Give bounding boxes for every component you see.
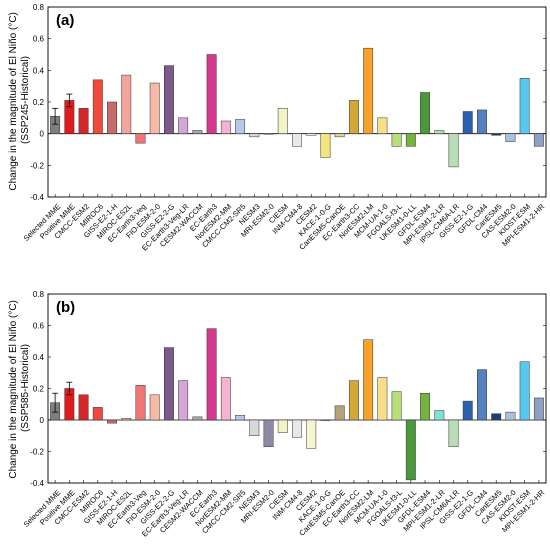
y-tick-label: -0.2 <box>30 448 44 457</box>
bar <box>348 100 359 134</box>
bar <box>434 130 445 134</box>
bar <box>306 133 317 136</box>
y-axis-title-line2: (SSP585-Historical) <box>20 344 31 432</box>
bar <box>391 391 402 421</box>
bar <box>78 108 89 134</box>
bar <box>434 410 445 421</box>
bar <box>206 328 217 421</box>
bar <box>477 109 487 134</box>
bar <box>491 413 502 421</box>
bar <box>292 419 302 438</box>
bar <box>377 377 388 421</box>
bar <box>249 133 260 138</box>
bar <box>320 133 331 158</box>
bar <box>163 65 174 134</box>
bar <box>420 392 431 421</box>
bar <box>533 397 544 421</box>
bar <box>477 369 487 421</box>
bar <box>519 361 530 421</box>
bar <box>462 111 473 134</box>
bar <box>249 419 260 436</box>
bar <box>292 133 302 147</box>
bar <box>149 82 160 134</box>
bar <box>334 405 345 421</box>
bar <box>363 47 374 134</box>
bar <box>391 133 402 147</box>
bar <box>163 347 174 421</box>
bar <box>178 117 189 134</box>
bar <box>107 101 117 134</box>
bar <box>505 411 516 421</box>
bar <box>320 419 331 421</box>
y-tick-label: -0.4 <box>30 479 44 488</box>
bar <box>519 78 530 134</box>
y-tick-label: -0.2 <box>30 161 44 170</box>
panel-label: (b) <box>56 299 75 316</box>
y-axis-title-line1: Change in the magnitude of El Niño (°C) <box>8 12 19 191</box>
bar <box>121 74 132 134</box>
y-axis-title-line1: Change in the magnitude of El Niño (°C) <box>8 300 19 479</box>
bar <box>277 108 288 134</box>
bar <box>92 407 103 421</box>
bar <box>220 120 231 134</box>
y-tick-label: 0.8 <box>33 3 45 12</box>
plot-frame <box>47 293 547 484</box>
y-tick-label: 0 <box>40 416 45 425</box>
bar <box>533 133 544 147</box>
bar <box>377 117 388 134</box>
y-tick-label: 0.2 <box>33 385 45 394</box>
bar <box>135 133 146 144</box>
bar <box>505 133 516 142</box>
bar <box>192 416 203 421</box>
bar <box>277 419 288 433</box>
y-tick-label: 0.4 <box>33 353 45 362</box>
bar <box>334 133 345 138</box>
y-axis-title-panel-a: Change in the magnitude of El Niño (°C) … <box>8 9 31 190</box>
bar <box>462 400 473 421</box>
bar <box>348 380 359 421</box>
y-tick-label: 0 <box>40 130 45 139</box>
bar <box>178 380 189 421</box>
y-tick-label: 0.4 <box>33 66 45 75</box>
bar <box>135 385 146 421</box>
y-tick-label: -0.4 <box>30 193 44 202</box>
bar <box>107 419 117 424</box>
bar <box>448 133 459 168</box>
y-axis-title-line2: (SSP245-Historical) <box>20 56 31 144</box>
bar <box>405 133 416 147</box>
bar <box>363 339 374 421</box>
bar <box>405 419 416 481</box>
bar <box>448 419 459 448</box>
bar <box>220 377 231 421</box>
bar <box>235 415 246 421</box>
bar <box>420 92 431 134</box>
bar <box>92 79 103 134</box>
bar <box>206 54 217 134</box>
y-tick-label: 0.6 <box>33 322 45 331</box>
bar <box>121 418 132 421</box>
bar <box>192 130 203 134</box>
bar <box>263 133 274 135</box>
panel-label: (a) <box>56 12 74 29</box>
plot-frame <box>47 6 547 198</box>
y-tick-label: 0.8 <box>33 290 45 299</box>
y-tick-label: 0.2 <box>33 98 45 107</box>
bar <box>149 394 160 421</box>
bar <box>306 419 317 449</box>
bar <box>263 419 274 448</box>
bar <box>235 119 246 134</box>
bar <box>78 394 89 421</box>
y-axis-title-panel-b: Change in the magnitude of El Niño (°C) … <box>8 297 31 478</box>
y-tick-label: 0.6 <box>33 35 45 44</box>
bar <box>491 133 502 136</box>
